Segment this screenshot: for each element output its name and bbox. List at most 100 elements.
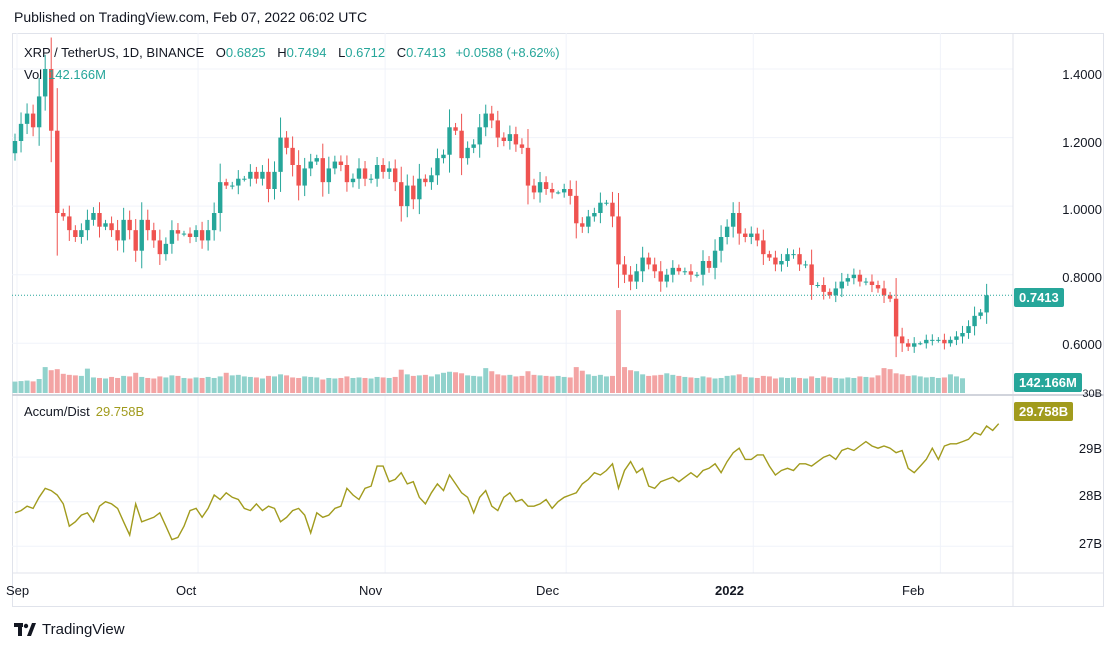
candle-body <box>628 274 633 282</box>
chart-frame <box>12 33 1104 607</box>
candle-body <box>350 178 356 183</box>
candle-body <box>205 230 211 241</box>
ad-tick-27b: 27B <box>1078 536 1102 551</box>
volume-bar <box>290 377 296 393</box>
candle-body <box>36 96 42 128</box>
volume-bar <box>640 374 646 393</box>
volume-bar <box>917 376 923 393</box>
candle-body <box>857 274 863 282</box>
ad-tick-28b: 28B <box>1078 488 1102 503</box>
volume-bar <box>211 377 217 393</box>
candle-body <box>290 147 295 165</box>
volume-bar <box>157 376 163 393</box>
candle-body <box>362 168 368 179</box>
volume-bar <box>543 375 549 393</box>
volume-bar <box>676 375 682 393</box>
candle-body <box>211 213 217 231</box>
volume-bar <box>72 375 78 393</box>
candle-body <box>477 127 482 145</box>
candle-body <box>103 223 108 227</box>
candle-body <box>954 336 959 340</box>
candle-body <box>616 216 621 265</box>
candle-body <box>887 295 893 299</box>
volume-bar <box>205 376 211 393</box>
volume-bar <box>706 377 712 393</box>
symbol-legend[interactable]: XRP / TetherUS, 1D, BINANCE O0.6825 H0.7… <box>24 45 560 60</box>
volume-bar <box>356 377 362 393</box>
candle-body <box>875 285 881 289</box>
volume-bar <box>193 377 199 393</box>
candle-body <box>851 274 857 279</box>
candle-body <box>230 185 235 187</box>
candle-body <box>308 161 313 169</box>
volume-bar <box>24 380 30 393</box>
volume-bar <box>223 372 229 393</box>
volume-legend[interactable]: Vol 142.166M <box>24 67 106 82</box>
candle-body <box>224 182 229 186</box>
candle-body <box>67 216 72 231</box>
candle-body <box>785 254 790 261</box>
candle-body <box>284 137 289 148</box>
high-label: H <box>277 45 287 60</box>
candle-body <box>405 185 410 207</box>
price-tick-0800: 0.8000 <box>1062 270 1102 285</box>
volume-bar <box>12 381 18 393</box>
candle-body <box>49 69 54 131</box>
candle-body <box>55 130 60 213</box>
candle-body <box>568 189 573 196</box>
candle-body <box>574 195 579 224</box>
volume-bar <box>392 376 398 393</box>
volume-bar <box>229 375 235 393</box>
volume-bar <box>905 375 911 393</box>
time-label-oct: Oct <box>176 583 197 598</box>
volume-bar <box>839 378 845 393</box>
candle-body <box>658 271 663 282</box>
volume-bar <box>567 377 573 393</box>
candle-body <box>24 113 30 124</box>
candle-body <box>767 254 772 258</box>
candle-body <box>73 230 78 237</box>
candle-body <box>429 175 434 183</box>
volume-bar <box>169 375 175 393</box>
accum-dist-value: 29.758B <box>95 404 145 419</box>
volume-bar <box>591 375 597 393</box>
volume-bar <box>54 369 60 393</box>
volume-bar <box>109 376 115 393</box>
volume-bar <box>326 377 332 393</box>
candle-body <box>61 213 66 217</box>
volume-bar <box>959 378 965 393</box>
candle-body <box>942 339 947 344</box>
volume-bar <box>772 378 778 393</box>
candle-body <box>121 219 126 241</box>
volume-bar <box>187 378 193 393</box>
candle-body <box>314 158 319 162</box>
candle-body <box>356 168 362 179</box>
volume-bar <box>18 381 24 393</box>
volume-bar <box>923 377 929 393</box>
candle-body <box>278 137 283 172</box>
volume-bar <box>495 374 501 393</box>
candle-body <box>718 237 724 251</box>
volume-bar <box>338 377 344 393</box>
candle-body <box>453 127 458 131</box>
volume-bar <box>386 377 392 393</box>
volume-bar <box>151 378 157 393</box>
tradingview-brand[interactable]: TradingView <box>14 621 125 638</box>
volume-bar <box>217 376 223 393</box>
volume-bar <box>754 377 760 393</box>
volume-bar <box>525 371 531 393</box>
volume-bar <box>199 377 205 393</box>
volume-bar <box>555 375 561 393</box>
candle-body <box>127 219 132 231</box>
candle-body <box>423 178 428 183</box>
volume-bar <box>603 376 609 393</box>
candle-body <box>924 339 929 344</box>
volume-bar <box>513 376 519 393</box>
volume-bar <box>434 374 440 393</box>
accum-dist-legend[interactable]: Accum/Dist 29.758B <box>24 404 144 419</box>
volume-bar <box>368 378 374 393</box>
candle-body <box>79 230 84 237</box>
volume-bar <box>90 377 96 393</box>
grid-lines <box>12 33 1013 573</box>
